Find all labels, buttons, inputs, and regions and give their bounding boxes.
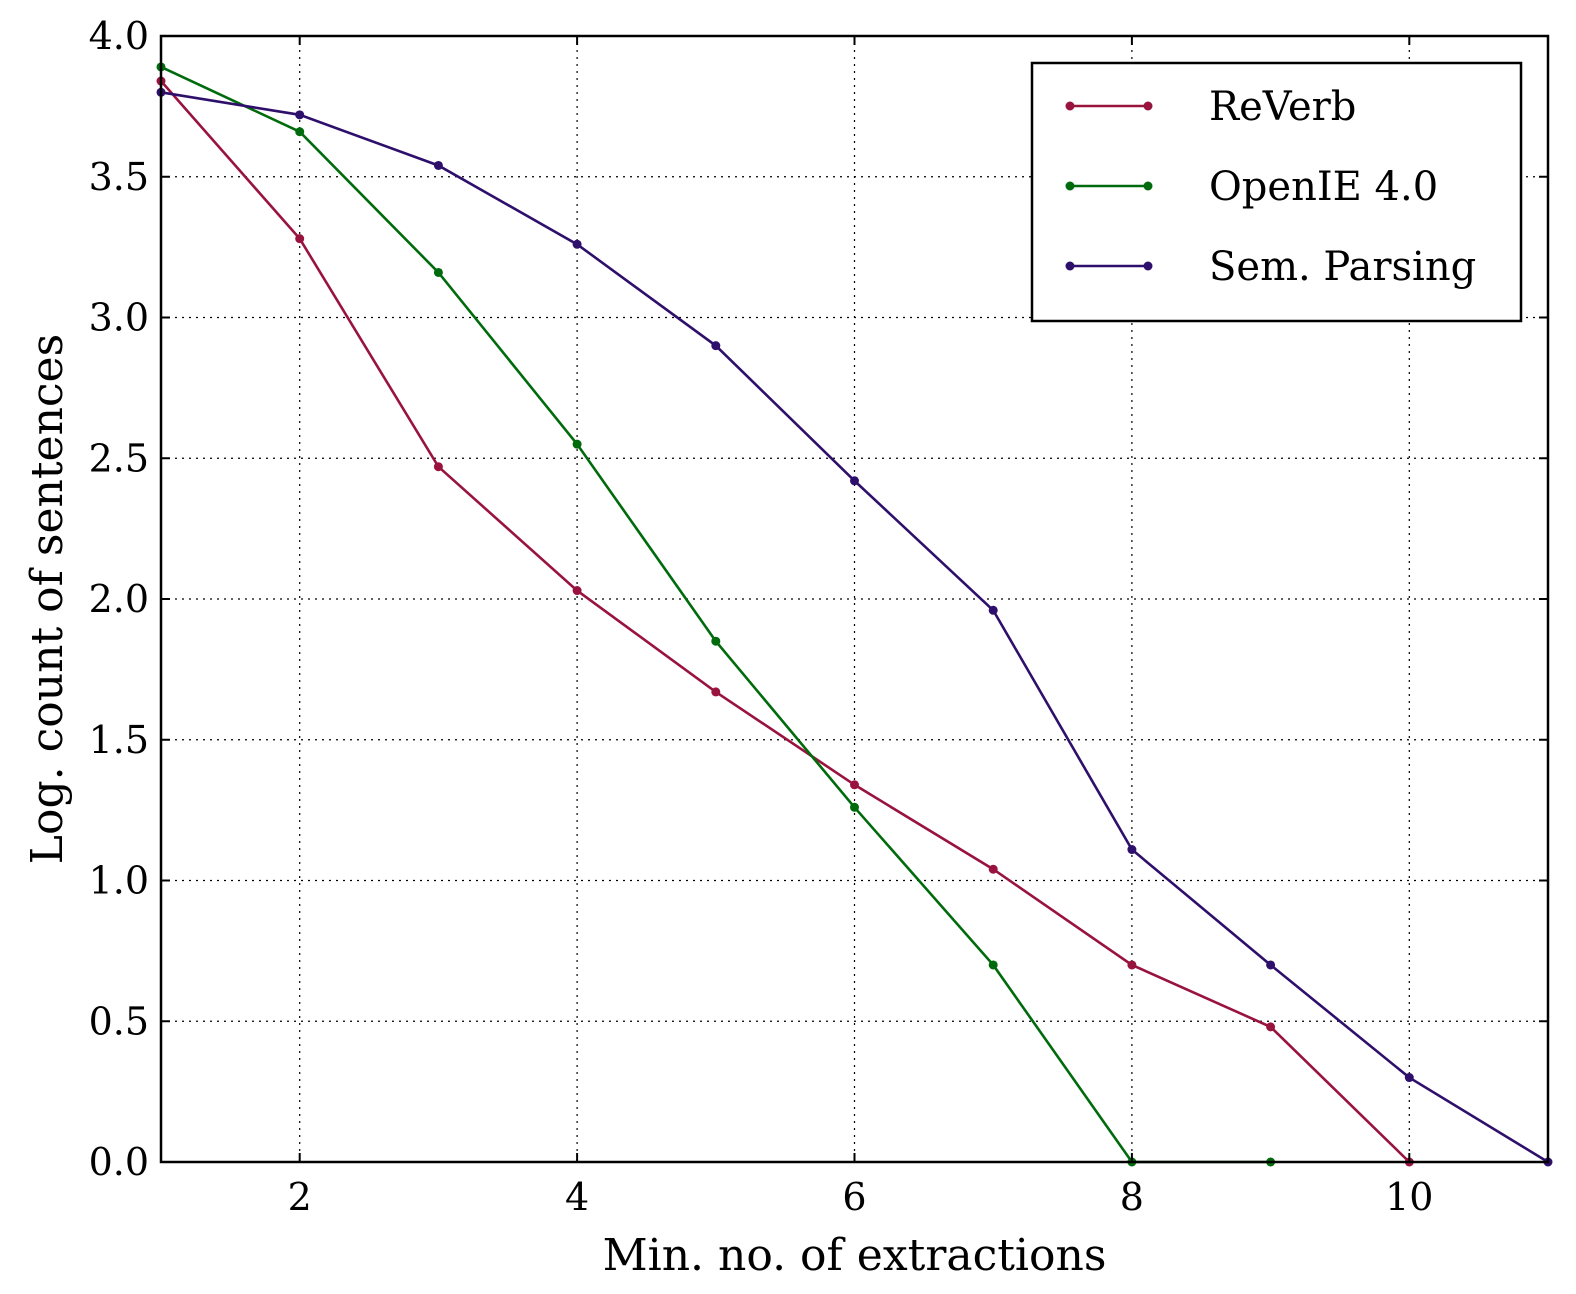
y-tick-label: 3.5 [89, 155, 149, 199]
legend-marker-openie-4-0 [1065, 181, 1075, 191]
legend: ReVerb OpenIE 4.0 Sem. Parsing [1030, 61, 1523, 323]
y-tick-labels: 0.0 0.5 1.0 1.5 2.0 2.5 3.0 3.5 4.0 [89, 14, 149, 1184]
data-point-reverb [850, 780, 859, 790]
data-point-openie-4-0 [572, 439, 582, 449]
data-point-sem-parsing [295, 110, 305, 120]
data-point-openie-4-0 [711, 636, 721, 646]
data-point-openie-4-0 [850, 802, 859, 812]
legend-marker-reverb [1143, 101, 1153, 111]
data-point-sem-parsing [850, 476, 859, 486]
legend-label-reverb: ReVerb [1209, 84, 1356, 130]
data-point-openie-4-0 [988, 960, 998, 970]
x-tick-labels: 2 4 6 8 10 [288, 1175, 1434, 1219]
data-point-sem-parsing [1266, 960, 1276, 970]
y-tick-label: 4.0 [89, 14, 149, 58]
legend-label-sem-parsing: Sem. Parsing [1209, 244, 1476, 290]
data-point-sem-parsing [433, 160, 443, 170]
y-tick-label: 3.0 [89, 296, 149, 340]
legend-marker-sem-parsing [1143, 261, 1153, 271]
data-point-openie-4-0 [295, 127, 305, 137]
data-point-reverb [433, 462, 443, 472]
y-tick-label: 1.0 [89, 859, 149, 903]
legend-marker-reverb [1065, 101, 1075, 111]
x-tick-label: 4 [565, 1175, 589, 1219]
data-point-reverb [1266, 1022, 1276, 1032]
data-point-sem-parsing [988, 605, 998, 615]
data-point-sem-parsing [711, 341, 721, 351]
y-tick-label: 1.5 [89, 718, 149, 762]
axis-ticks [161, 35, 1548, 1163]
y-tick-label: 0.0 [89, 1140, 149, 1184]
data-point-reverb [295, 234, 305, 244]
x-axis-label: Min. no. of extractions [603, 1230, 1107, 1281]
data-point-reverb [711, 687, 721, 697]
x-tick-label: 2 [288, 1175, 312, 1219]
x-tick-label: 10 [1385, 1175, 1433, 1219]
y-tick-label: 2.0 [89, 577, 149, 621]
data-point-reverb [988, 864, 998, 874]
legend-label-openie-4-0: OpenIE 4.0 [1209, 164, 1438, 210]
x-tick-label: 8 [1120, 1175, 1144, 1219]
data-point-sem-parsing [1404, 1073, 1414, 1083]
y-tick-label: 2.5 [89, 436, 149, 480]
legend-marker-sem-parsing [1065, 261, 1075, 271]
data-point-openie-4-0 [433, 267, 443, 277]
data-point-sem-parsing [572, 239, 582, 249]
data-point-reverb [1127, 960, 1137, 970]
data-point-reverb [572, 586, 582, 596]
x-tick-label: 6 [842, 1175, 866, 1219]
data-point-sem-parsing [1127, 845, 1137, 855]
y-axis-label: Log. count of sentences [22, 334, 73, 864]
series-line-reverb [160, 80, 1411, 1163]
legend-marker-openie-4-0 [1143, 181, 1153, 191]
y-tick-label: 0.5 [89, 999, 149, 1043]
